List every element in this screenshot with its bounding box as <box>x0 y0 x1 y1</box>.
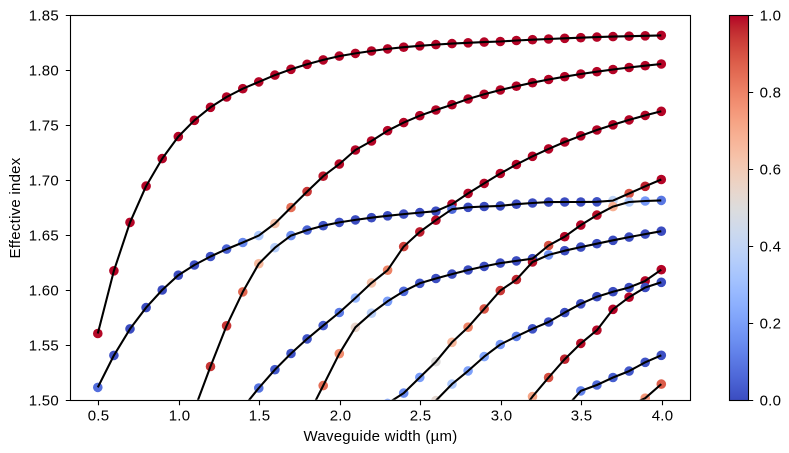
svg-text:0.0: 0.0 <box>760 392 782 409</box>
svg-text:4.0: 4.0 <box>652 407 674 424</box>
svg-text:0.2: 0.2 <box>760 315 782 332</box>
svg-text:1.85: 1.85 <box>29 7 59 24</box>
svg-text:1.65: 1.65 <box>29 227 59 244</box>
svg-text:1.75: 1.75 <box>29 117 59 134</box>
svg-text:0.6: 0.6 <box>760 161 782 178</box>
svg-text:Effective index: Effective index <box>7 157 24 258</box>
svg-text:1.55: 1.55 <box>29 337 59 354</box>
svg-text:1.70: 1.70 <box>29 172 59 189</box>
svg-text:3.5: 3.5 <box>571 407 593 424</box>
svg-text:0.4: 0.4 <box>760 238 782 255</box>
svg-text:1.0: 1.0 <box>760 7 782 24</box>
svg-text:1.80: 1.80 <box>29 62 59 79</box>
svg-text:0.5: 0.5 <box>88 407 110 424</box>
svg-text:2.0: 2.0 <box>330 407 352 424</box>
svg-text:1.60: 1.60 <box>29 282 59 299</box>
svg-text:Waveguide width (µm): Waveguide width (µm) <box>304 428 458 445</box>
svg-text:0.8: 0.8 <box>760 84 782 101</box>
svg-text:1.50: 1.50 <box>29 392 59 409</box>
svg-text:1.5: 1.5 <box>249 407 271 424</box>
svg-text:1.0: 1.0 <box>169 407 191 424</box>
svg-text:3.0: 3.0 <box>491 407 513 424</box>
svg-text:2.5: 2.5 <box>410 407 432 424</box>
